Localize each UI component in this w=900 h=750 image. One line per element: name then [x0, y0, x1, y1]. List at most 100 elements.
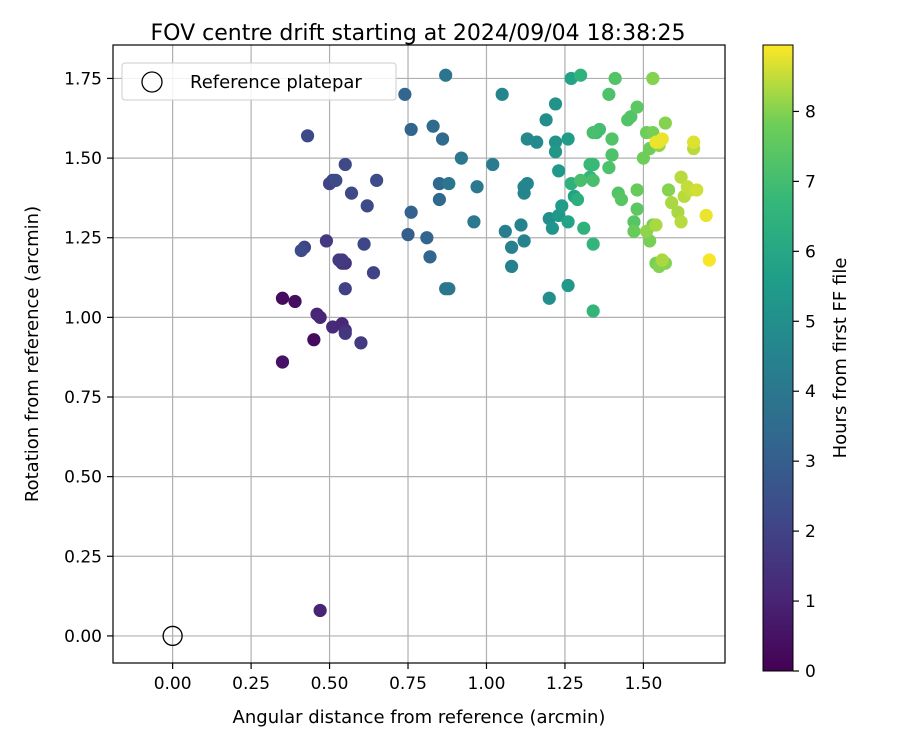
scatter-point — [313, 603, 327, 618]
scatter-point — [542, 291, 556, 305]
scatter-point — [586, 304, 600, 318]
colorbar-ticks: 0 1 2 3 4 5 6 7 8 — [793, 102, 816, 682]
y-tick-label: 1.00 — [64, 308, 102, 328]
scatter-point — [442, 282, 456, 296]
scatter-point — [504, 259, 519, 273]
scatter-point — [602, 87, 616, 101]
y-tick-label: 1.75 — [64, 69, 102, 89]
scatter-point — [646, 71, 660, 86]
scatter-point — [404, 205, 418, 219]
scatter-point — [426, 119, 440, 133]
scatter-point — [404, 122, 418, 137]
x-tick-label: 1.50 — [624, 674, 662, 694]
grid-lines — [113, 45, 725, 663]
colorbar-gradient — [762, 44, 794, 672]
colorbar: 0 1 2 3 4 5 6 7 8 Hours from first FF file — [762, 44, 851, 682]
x-tick-label: 0.50 — [311, 674, 349, 694]
scatter-point — [605, 132, 619, 146]
colorbar-tick-label: 8 — [805, 102, 816, 122]
scatter-point — [605, 148, 619, 162]
y-axis: 0.00 0.25 0.50 0.75 1.00 1.25 1.50 1.75 — [64, 69, 113, 647]
scatter-point — [545, 221, 559, 235]
scatter-point — [432, 176, 446, 191]
colorbar-tick-label: 5 — [805, 312, 816, 332]
scatter-point — [530, 135, 544, 149]
scatter-point — [561, 278, 575, 293]
scatter-point — [649, 218, 663, 232]
scatter-point — [636, 151, 651, 165]
scatter-point — [614, 192, 629, 207]
scatter-point — [674, 215, 688, 229]
scatter-point — [702, 253, 716, 267]
scatter-point — [586, 237, 600, 251]
scatter-points — [275, 68, 716, 618]
x-tick-label: 0.25 — [232, 674, 270, 694]
scatter-point — [574, 68, 588, 82]
colorbar-tick-label: 1 — [805, 592, 816, 612]
scatter-point — [332, 253, 346, 267]
scatter-point — [561, 132, 575, 146]
scatter-point — [687, 135, 701, 149]
scatter-point — [439, 68, 453, 82]
colorbar-tick-label: 4 — [805, 382, 816, 402]
colorbar-tick-label: 0 — [805, 662, 816, 682]
scatter-point — [561, 215, 575, 229]
colorbar-label: Hours from first FF file — [830, 258, 851, 459]
scatter-point — [313, 310, 327, 324]
scatter-point — [329, 173, 343, 187]
y-axis-label: Rotation from reference (arcmin) — [22, 206, 43, 502]
legend-label-reference: Reference platepar — [190, 72, 362, 93]
scatter-point — [548, 145, 563, 159]
plot-area — [112, 44, 726, 664]
scatter-point — [548, 97, 563, 111]
scatter-point — [665, 196, 679, 210]
scatter-point — [586, 126, 600, 140]
scatter-point — [360, 199, 374, 213]
scatter-point — [454, 151, 468, 165]
scatter-point — [690, 183, 704, 197]
scatter-point — [586, 173, 600, 187]
x-tick-label: 1.25 — [546, 674, 584, 694]
scatter-point — [661, 183, 676, 197]
scatter-point — [570, 192, 585, 207]
scatter-point — [517, 234, 531, 248]
scatter-point — [608, 71, 622, 86]
scatter-point — [577, 221, 591, 235]
scatter-point — [658, 116, 672, 130]
scatter-point — [442, 176, 456, 191]
scatter-point — [398, 87, 412, 101]
scatter-point — [624, 110, 638, 124]
scatter-point — [432, 192, 446, 207]
scatter-point — [630, 202, 644, 216]
colorbar-tick-label: 3 — [805, 452, 816, 472]
scatter-point — [338, 282, 352, 296]
scatter-point — [630, 183, 644, 197]
y-tick-label: 1.50 — [64, 149, 102, 169]
scatter-point — [338, 326, 352, 340]
scatter-point — [574, 173, 588, 187]
scatter-point — [517, 180, 531, 194]
scatter-point — [300, 129, 315, 143]
y-tick-label: 1.25 — [64, 229, 102, 249]
scatter-point — [344, 186, 359, 200]
x-axis-label: Angular distance from reference (arcmin) — [233, 707, 606, 728]
scatter-point — [602, 161, 616, 175]
scatter-point — [630, 100, 644, 114]
scatter-point — [498, 224, 512, 238]
y-tick-label: 0.25 — [64, 547, 102, 567]
scatter-point — [338, 157, 352, 172]
scatter-point — [627, 224, 641, 238]
scatter-point — [370, 173, 384, 187]
scatter-point — [307, 333, 321, 347]
scatter-point — [539, 113, 553, 127]
scatter-point — [555, 199, 569, 213]
scatter-point — [275, 291, 290, 305]
scatter-point — [401, 227, 415, 242]
scatter-point — [699, 208, 713, 223]
legend-reference-marker — [141, 71, 163, 93]
chart-title: FOV centre drift starting at 2024/09/04 … — [151, 21, 686, 46]
scatter-point — [423, 250, 437, 264]
scatter-point — [548, 135, 563, 149]
scatter-point — [583, 157, 597, 172]
